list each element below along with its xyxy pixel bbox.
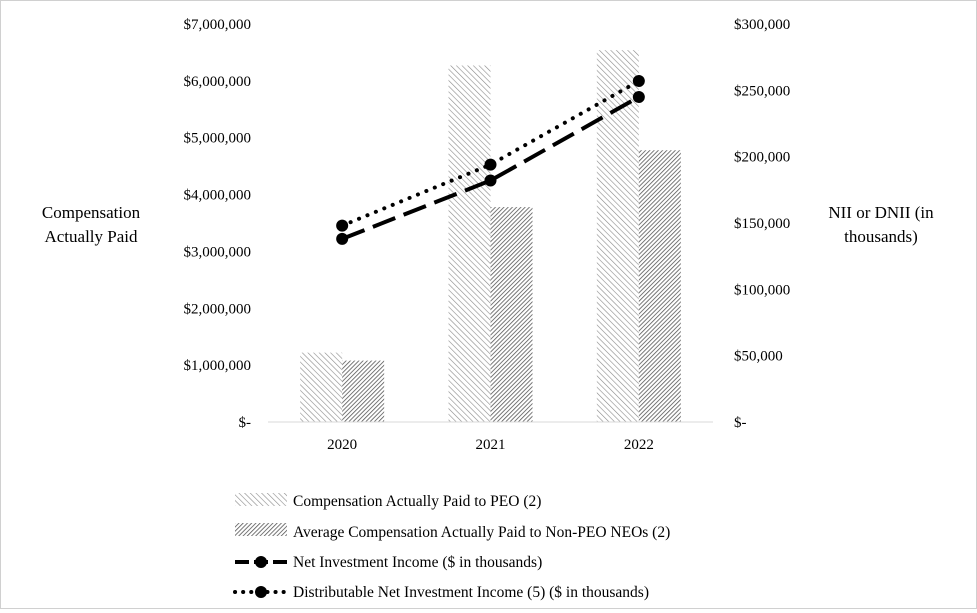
right-axis-title: NII or DNII (in thousands) (828, 203, 934, 246)
right-axis-ticks: $- $50,000 $100,000 $150,000 $200,000 $250,00… (734, 17, 790, 431)
bar-peo-2022[interactable] (597, 50, 639, 422)
legend-label-nii: Net Investment Income ($ in thousands) (293, 554, 542, 571)
legend-marker-dnii (255, 586, 267, 598)
left-tick-label: $6,000,000 (184, 74, 252, 90)
legend-swatch-light-hatch (235, 493, 287, 506)
x-axis-labels: 2020 2021 2022 (327, 437, 654, 453)
right-tick-label: $100,000 (734, 282, 790, 298)
x-tick-label-2021: 2021 (476, 437, 506, 453)
bar-non-peo-2020[interactable] (342, 361, 384, 422)
left-tick-label: $4,000,000 (184, 188, 252, 204)
bar-peo-2020[interactable] (300, 353, 342, 422)
left-axis-title-line-1: Compensation (42, 203, 141, 222)
left-tick-label: $7,000,000 (184, 17, 252, 33)
x-tick-label-2022: 2022 (624, 437, 654, 453)
chart-frame: $- $1,000,000 $2,000,000 $3,000,000 $4,000,0… (0, 0, 977, 609)
dnii-point-2022[interactable] (633, 75, 645, 87)
bar-non-peo-2021[interactable] (491, 207, 533, 422)
legend-item-peo[interactable]: Compensation Actually Paid to PEO (2) (235, 493, 541, 510)
legend-swatch-dense-hatch (235, 523, 287, 536)
legend-item-nii[interactable]: Net Investment Income ($ in thousands) (235, 554, 542, 571)
right-tick-label: $300,000 (734, 17, 790, 33)
legend-label-dnii: Distributable Net Investment Income (5) … (293, 584, 649, 601)
left-tick-label: $1,000,000 (184, 358, 252, 374)
x-tick-label-2020: 2020 (327, 437, 357, 453)
left-tick-label: $5,000,000 (184, 131, 252, 147)
legend-item-non-peo[interactable]: Average Compensation Actually Paid to No… (235, 523, 670, 541)
bar-peo-2021[interactable] (449, 66, 491, 422)
left-tick-label: $- (239, 415, 252, 431)
right-tick-label: $200,000 (734, 150, 790, 166)
left-axis-title-line-2: Actually Paid (44, 227, 138, 246)
legend-label-non-peo: Average Compensation Actually Paid to No… (293, 524, 670, 541)
right-tick-label: $250,000 (734, 83, 790, 99)
dnii-point-2021[interactable] (485, 159, 497, 171)
chart-svg: $- $1,000,000 $2,000,000 $3,000,000 $4,000,0… (1, 1, 976, 608)
legend: Compensation Actually Paid to PEO (2) Av… (235, 493, 670, 601)
left-tick-label: $2,000,000 (184, 301, 252, 317)
nii-point-2021[interactable] (485, 175, 497, 187)
bar-non-peo-2022[interactable] (639, 150, 681, 422)
right-tick-label: $150,000 (734, 216, 790, 232)
left-axis-title: Compensation Actually Paid (42, 203, 141, 246)
left-axis-ticks: $- $1,000,000 $2,000,000 $3,000,000 $4,000,0… (184, 17, 252, 431)
nii-point-2020[interactable] (336, 233, 348, 245)
left-tick-label: $3,000,000 (184, 244, 252, 260)
right-axis-title-line-2: thousands) (844, 227, 918, 246)
right-axis-title-line-1: NII or DNII (in (828, 203, 934, 222)
nii-point-2022[interactable] (633, 91, 645, 103)
legend-marker-nii (255, 556, 267, 568)
legend-label-peo: Compensation Actually Paid to PEO (2) (293, 493, 541, 510)
dnii-point-2020[interactable] (336, 220, 348, 232)
legend-item-dnii[interactable]: Distributable Net Investment Income (5) … (235, 584, 649, 601)
right-tick-label: $- (734, 415, 747, 431)
right-tick-label: $50,000 (734, 349, 783, 365)
